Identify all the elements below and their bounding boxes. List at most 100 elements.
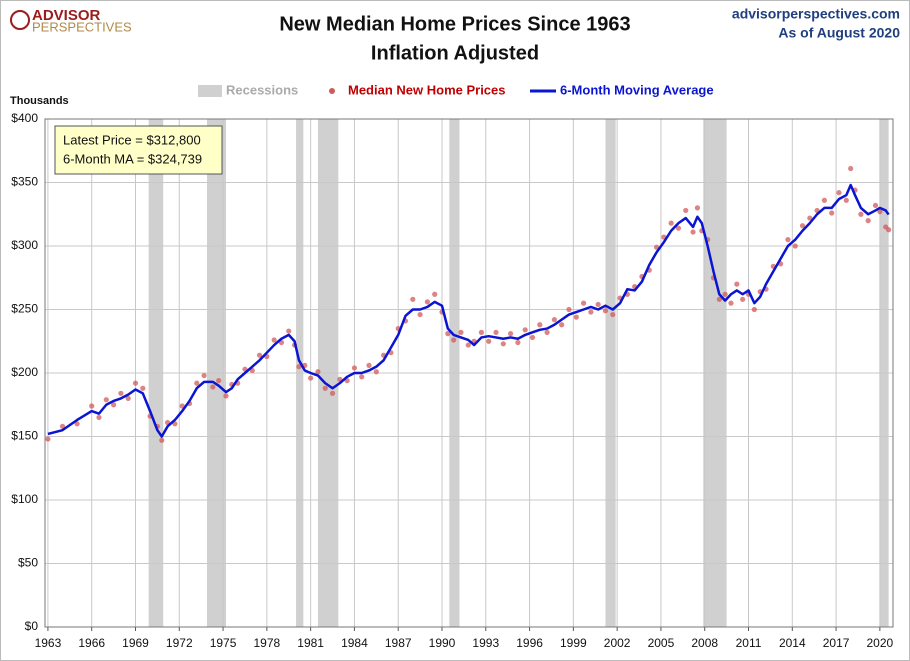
plot-border [44, 118, 894, 628]
data-point [716, 296, 722, 302]
data-point [799, 223, 806, 229]
y-tick-label: $200 [11, 365, 38, 379]
data-point [551, 317, 557, 323]
x-tick-label: 1969 [122, 636, 149, 650]
data-point [110, 402, 117, 408]
logo-bottom: PERSPECTIVES [32, 19, 132, 34]
data-point [351, 365, 358, 371]
data-point [210, 384, 216, 390]
source: advisorperspectives.com [732, 6, 900, 22]
data-point [373, 369, 379, 375]
x-tick-label: 2020 [867, 636, 894, 650]
moving-average-line [47, 183, 890, 438]
data-point [537, 322, 543, 328]
data-point [159, 437, 165, 443]
x-tick-label: 1996 [516, 636, 543, 650]
data-point [465, 342, 471, 348]
data-point [734, 281, 740, 287]
annotation-text: Latest Price = $312,800 [63, 132, 201, 147]
y-tick-label: $250 [11, 302, 38, 316]
legend-swatch [198, 85, 222, 97]
data-point [668, 220, 674, 226]
data-point [458, 329, 464, 335]
y-tick-label: $300 [11, 238, 38, 252]
x-tick-label: 1984 [341, 636, 368, 650]
data-point [877, 209, 883, 215]
annotation: Latest Price = $312,800 6-Month MA = $32… [54, 125, 223, 175]
data-point [118, 390, 124, 396]
y-tick-label: $400 [11, 111, 38, 125]
logo-icon [10, 10, 30, 30]
x-tick-label: 2008 [691, 636, 718, 650]
x-tick-label: 2005 [648, 636, 675, 650]
data-point [683, 207, 689, 214]
y-axis-label: Thousands [10, 95, 69, 107]
legend-swatch [329, 88, 335, 94]
x-tick-label: 1990 [429, 636, 456, 650]
x-tick-label: 1966 [78, 636, 105, 650]
x-tick-label: 1987 [385, 636, 412, 650]
data-point [515, 339, 521, 346]
data-point [445, 331, 451, 337]
y-tick-label: $150 [11, 429, 38, 443]
x-tick-label: 1978 [254, 636, 281, 650]
data-point [59, 423, 66, 429]
data-point [740, 296, 746, 302]
data-point [216, 378, 222, 384]
data-point [296, 364, 302, 370]
data-point [223, 393, 229, 399]
data-point [843, 197, 849, 203]
data-point [96, 414, 102, 421]
data-point [807, 215, 813, 221]
data-point [785, 237, 791, 243]
data-point [89, 403, 95, 409]
data-point [432, 291, 438, 297]
x-tick-label: 1999 [560, 636, 587, 650]
data-point [359, 374, 365, 380]
x-tick-label: 2002 [604, 636, 631, 650]
data-point [500, 341, 506, 347]
data-point [848, 165, 854, 172]
y-tick-label: $0 [25, 619, 39, 633]
data-point [103, 397, 109, 403]
data-point [610, 311, 616, 318]
y-tick-label: $350 [11, 175, 38, 189]
data-point [529, 334, 536, 341]
x-tick-label: 2011 [736, 636, 762, 650]
data-point [322, 385, 328, 391]
data-point [486, 338, 492, 344]
chart-title: New Median Home Prices Since 1963 [279, 13, 630, 35]
x-tick-label: 1975 [210, 636, 237, 650]
data-point [858, 211, 864, 217]
legend-label: Recessions [226, 82, 298, 97]
data-point [595, 301, 601, 308]
data-point [45, 436, 51, 442]
data-point [315, 369, 321, 375]
data-point [201, 372, 207, 379]
data-point [690, 229, 696, 235]
legend-label: Median New Home Prices [348, 82, 506, 97]
data-point [588, 309, 594, 315]
data-point [286, 328, 292, 334]
data-point [410, 296, 416, 302]
data-point [132, 380, 139, 386]
annotation-text: 6-Month MA = $324,739 [63, 151, 202, 166]
data-point [836, 190, 842, 196]
data-point [478, 329, 485, 335]
data-point [580, 300, 587, 306]
data-point [544, 329, 550, 335]
data-point [566, 306, 572, 313]
data-point [140, 385, 146, 391]
data-point [366, 362, 372, 368]
data-point [602, 308, 609, 314]
x-tick-label: 1972 [166, 636, 193, 650]
data-point [872, 202, 879, 208]
x-tick-label: 1981 [297, 636, 324, 650]
data-point [74, 421, 80, 427]
data-point [522, 327, 528, 333]
data-point [451, 337, 457, 343]
data-point [792, 243, 798, 249]
chart-subtitle: Inflation Adjusted [371, 42, 539, 64]
data-point [329, 390, 336, 396]
